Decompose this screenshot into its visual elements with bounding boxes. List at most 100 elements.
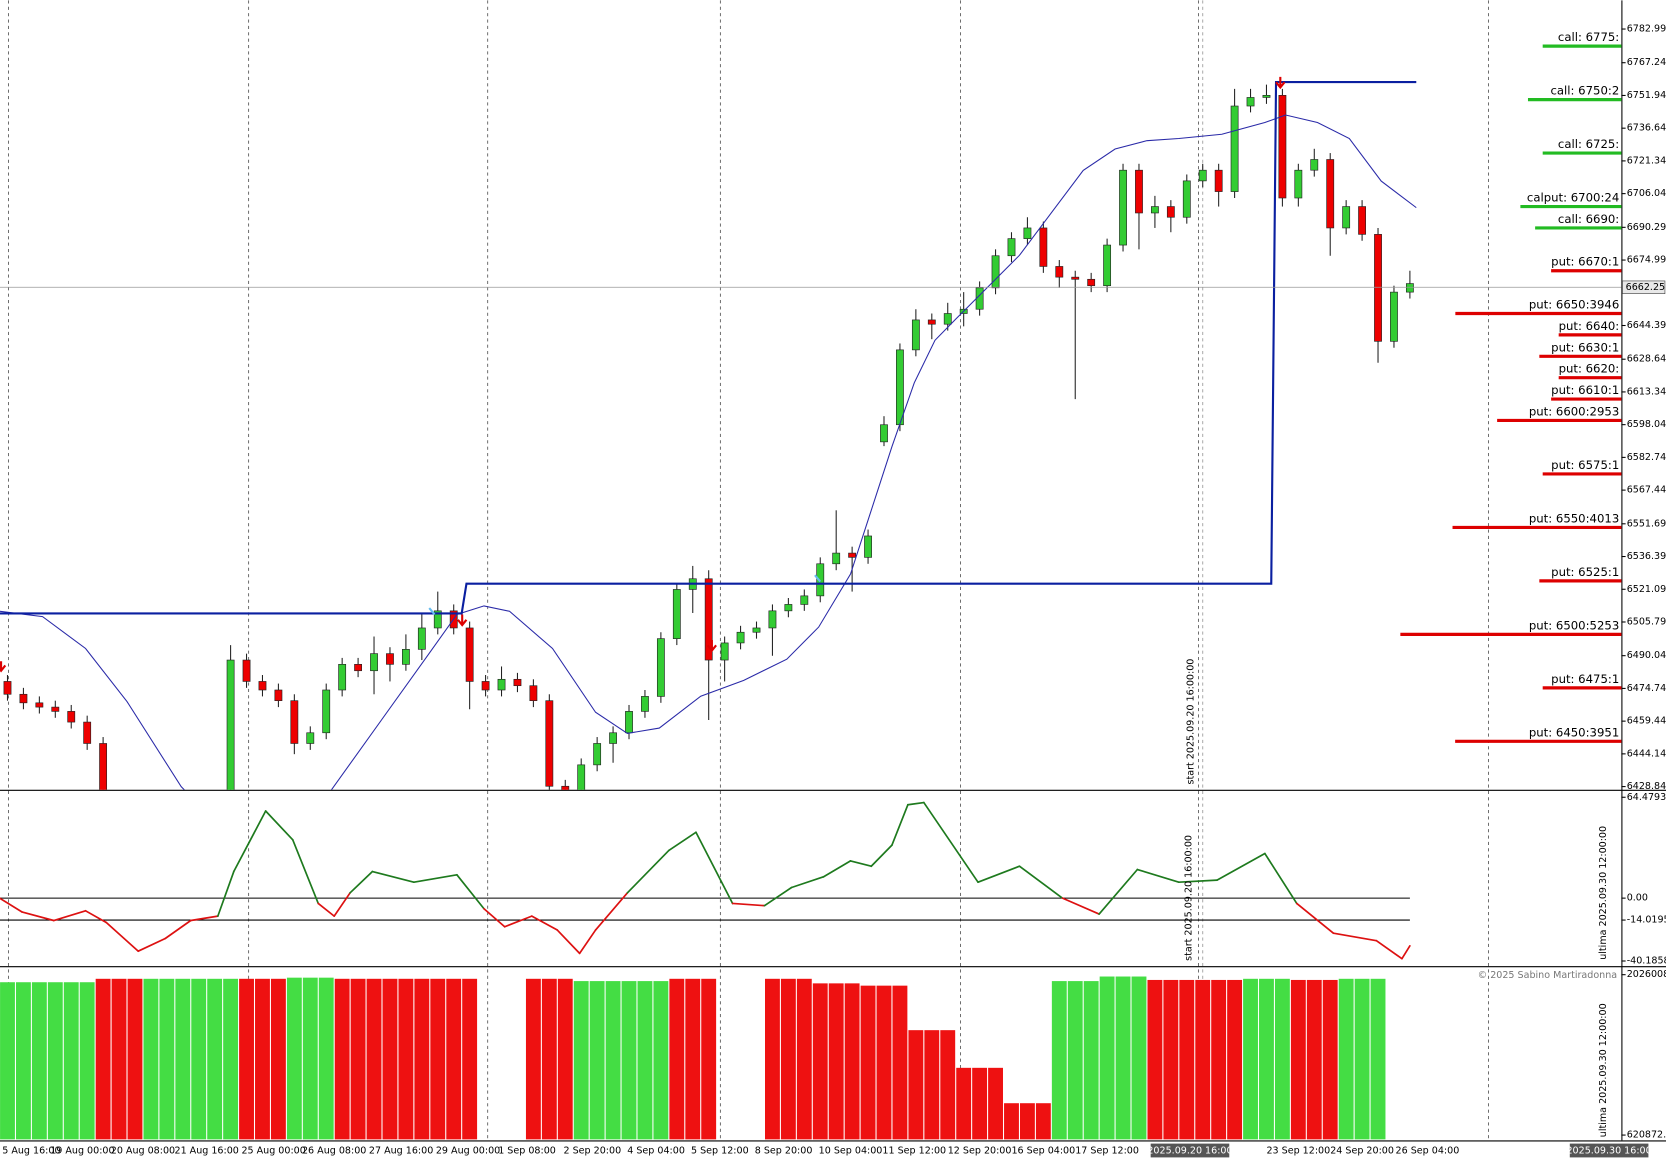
volume-bar — [589, 981, 605, 1140]
candle-body — [1390, 291, 1398, 342]
oscillator-segment — [790, 876, 825, 889]
oscillator-segment — [20, 911, 55, 922]
candle-body — [226, 659, 235, 790]
oscillator-segment — [1295, 902, 1335, 935]
candle-body — [465, 627, 474, 682]
candle-body — [577, 764, 586, 790]
oscillator-segment — [731, 902, 766, 907]
candle-body — [1405, 283, 1414, 293]
volume-bar — [956, 1067, 972, 1140]
volume-bar — [430, 978, 446, 1140]
volume-bar — [1147, 979, 1163, 1140]
candle-body — [370, 653, 378, 672]
oscillator-segment — [626, 849, 670, 894]
volume-bar — [653, 981, 669, 1140]
candle-body — [35, 702, 44, 708]
volume-bar — [685, 978, 701, 1140]
oscillator-segment — [668, 831, 697, 852]
candle-body — [1119, 169, 1127, 246]
x-tick-label: 27 Aug 16:00 — [369, 1146, 433, 1157]
volume-bar — [1083, 981, 1099, 1140]
oscillator-segment — [1098, 868, 1139, 915]
option-label: put: 6610:1 — [1551, 383, 1619, 397]
volume-bar — [605, 981, 621, 1140]
y-tick-label: 6751.94 — [1627, 90, 1666, 101]
option-label: put: 6575:1 — [1551, 458, 1619, 472]
y-tick-label: 2026008.8 — [1627, 969, 1666, 980]
oscillator-segment — [349, 870, 374, 894]
candle-body — [1007, 238, 1016, 257]
oscillator-segment — [189, 915, 219, 922]
x-tick-label: 1 Sep 08:00 — [498, 1146, 556, 1157]
oscillator-segment — [164, 919, 192, 940]
candle-body — [1182, 180, 1191, 218]
candle-body — [784, 604, 793, 612]
oscillator-segment — [232, 810, 267, 873]
y-tick-label: 6613.34 — [1627, 386, 1666, 397]
panels: 6782.99 6767.24 6751.94 6736.64 6721.34 6706.… — [0, 24, 1666, 1158]
oscillator-segment — [977, 865, 1021, 884]
candle-body — [1198, 169, 1207, 182]
volume-bar — [366, 978, 382, 1140]
candle-body — [242, 659, 251, 682]
y-tick-label: 0.00 — [1627, 893, 1648, 904]
y-tick-label: 620872.15 — [1627, 1130, 1666, 1141]
volume-bar — [159, 978, 175, 1140]
y-tick-label: 6490.04 — [1627, 650, 1666, 661]
volume-bar — [669, 978, 685, 1140]
oscillator-segment — [556, 929, 581, 955]
candle-body — [896, 349, 904, 426]
candle-body — [720, 642, 729, 661]
candle-body — [880, 424, 888, 443]
oscillator-segment — [105, 921, 140, 953]
highlight-label: 2025.09.20 16:00 — [1147, 1146, 1232, 1157]
candle-body — [1071, 276, 1080, 280]
x-tick-label: 2 Sep 20:00 — [564, 1146, 622, 1157]
oscillator-segment — [763, 886, 793, 907]
volume-bar — [286, 977, 302, 1140]
volume-bar — [780, 978, 796, 1140]
option-label: put: 6600:2953 — [1529, 404, 1619, 418]
x-tick-label: 24 Sep 20:00 — [1330, 1146, 1394, 1157]
volume-bar — [541, 978, 557, 1140]
oscillator-segment — [1332, 932, 1378, 942]
volume-bar — [924, 1030, 940, 1140]
candle-body — [1246, 97, 1255, 107]
volume-bar — [796, 978, 812, 1140]
oscillator-segment — [483, 907, 506, 928]
oscillator-segment — [137, 937, 167, 953]
volume-bar — [844, 983, 860, 1140]
candle-body — [800, 595, 809, 605]
candle-body — [322, 689, 331, 734]
candle-body — [1278, 95, 1287, 199]
option-label: put: 6450:3951 — [1529, 725, 1619, 739]
volume-bar — [557, 978, 573, 1140]
volume-bar — [908, 1030, 924, 1140]
volume-bar — [1179, 979, 1195, 1140]
candle-body — [513, 678, 522, 687]
y-tick-label: 6721.34 — [1627, 155, 1666, 166]
candle-body — [386, 653, 394, 665]
candle-body — [927, 319, 936, 325]
volume-bar — [1354, 978, 1370, 1140]
candle-body — [274, 689, 283, 702]
option-label: put: 6670:1 — [1551, 255, 1619, 269]
candle-body — [656, 638, 665, 697]
volume-bar — [860, 985, 876, 1140]
volume-bar — [462, 978, 478, 1140]
x-tick-label: 5 Aug 16:00 — [2, 1146, 60, 1157]
indicator-line — [0, 114, 1417, 790]
candle-body — [641, 696, 649, 712]
volume-bar — [701, 978, 717, 1140]
indicator-line — [0, 80, 1417, 615]
candle-body — [1087, 278, 1096, 287]
x-tick-label: 17 Sep 12:00 — [1075, 1146, 1139, 1157]
option-label: call: 6690: — [1558, 212, 1619, 226]
oscillator-segment — [413, 873, 458, 884]
candle-body — [1214, 169, 1223, 192]
candle-body — [848, 552, 857, 558]
y-tick-label: 6551.69 — [1627, 518, 1666, 529]
x-tick-label: 4 Sep 04:00 — [627, 1146, 685, 1157]
candle-body — [1055, 266, 1064, 278]
volume-bar — [127, 978, 143, 1140]
